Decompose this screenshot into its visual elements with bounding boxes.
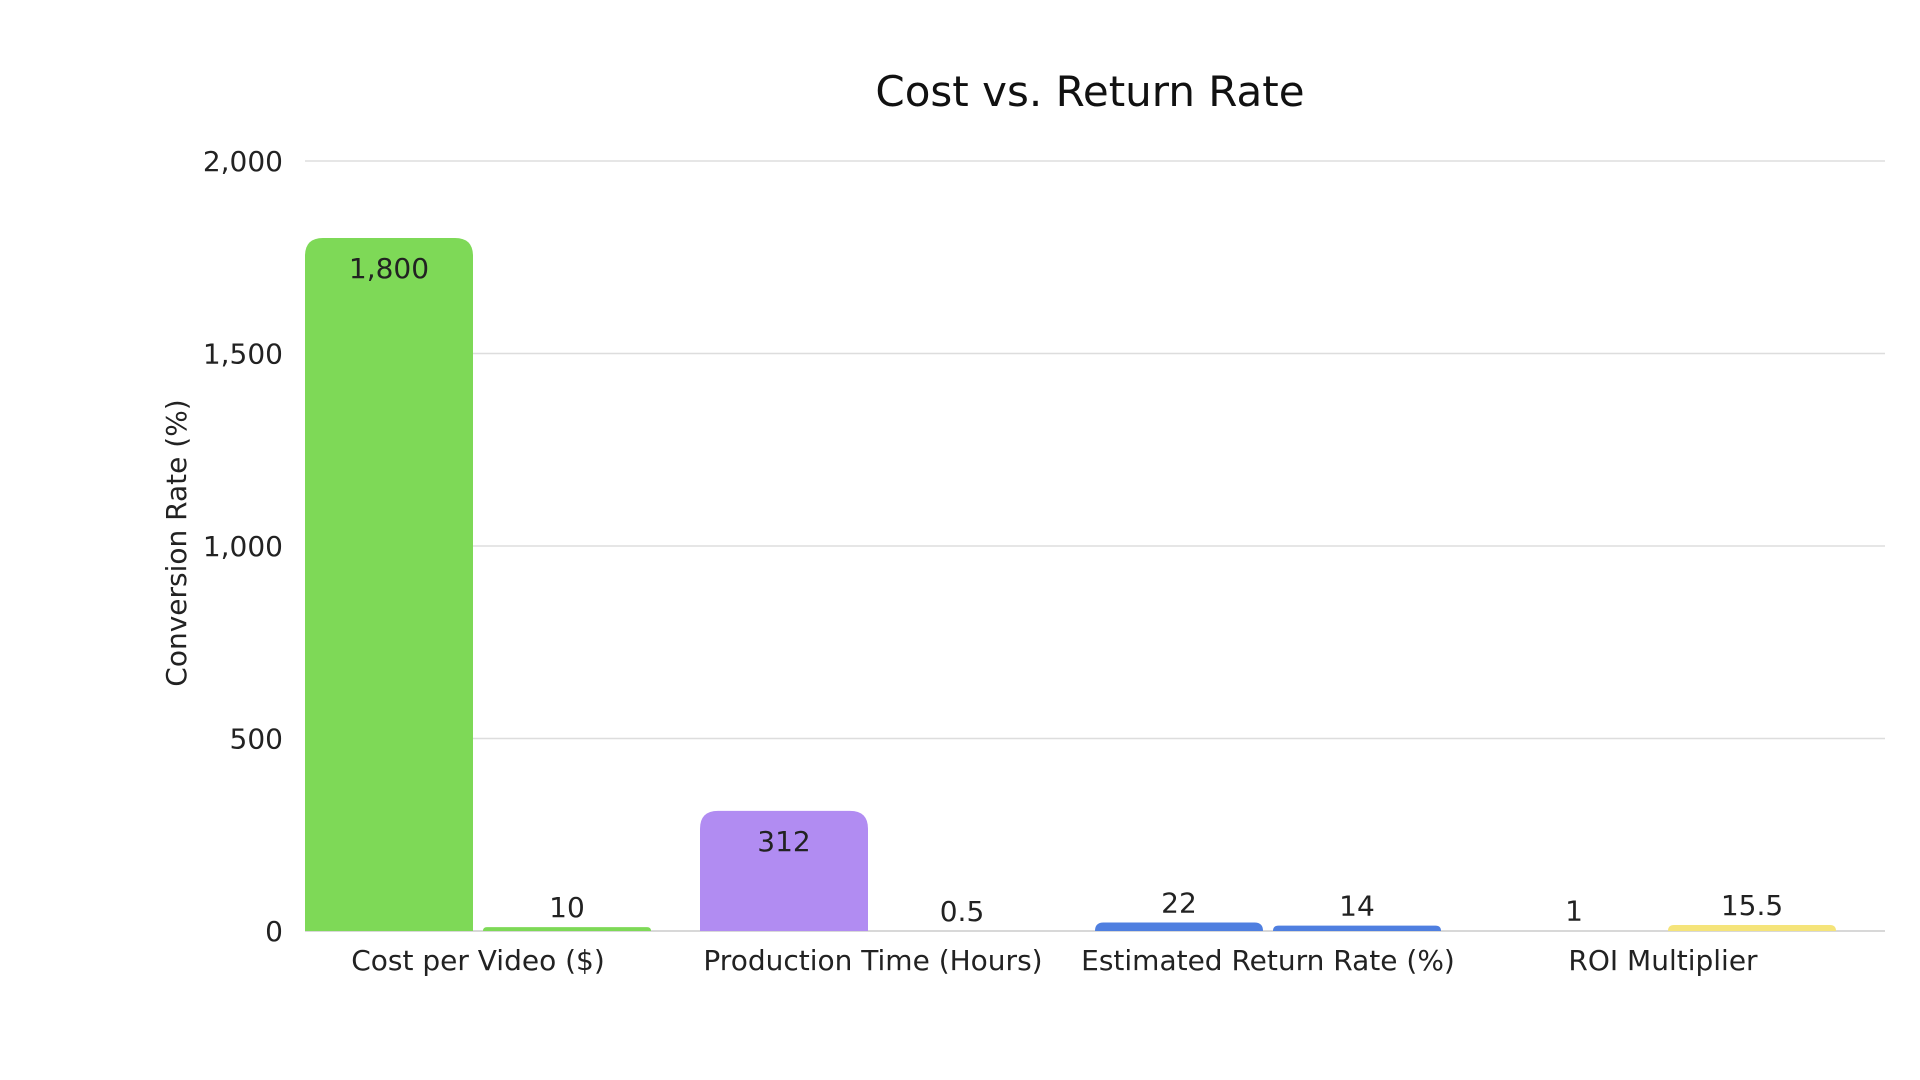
value-labels: 1,800 10 312 0.5 22 14 1 15.5 — [349, 252, 1783, 928]
value-label-2-1: 14 — [1339, 890, 1375, 923]
y-tick-label-1: 500 — [230, 723, 283, 756]
value-label-0-0: 1,800 — [349, 252, 429, 285]
bar-0-1 — [483, 927, 651, 931]
category-label-1: Production Time (Hours) — [703, 944, 1042, 977]
bar-1-0 — [700, 810, 868, 931]
value-label-3-0: 1 — [1565, 895, 1583, 928]
value-label-3-1: 15.5 — [1721, 889, 1783, 922]
y-tick-label-4: 2,000 — [203, 145, 283, 178]
bar-2-1 — [1273, 925, 1441, 931]
gridlines — [305, 160, 1885, 932]
category-labels: Cost per Video ($) Production Time (Hours… — [351, 944, 1758, 977]
y-tick-label-3: 1,500 — [203, 338, 283, 371]
value-label-0-1: 10 — [549, 891, 585, 924]
category-label-2: Estimated Return Rate (%) — [1081, 944, 1455, 977]
y-axis-ticks: 0 500 1,000 1,500 2,000 — [203, 145, 283, 948]
category-label-3: ROI Multiplier — [1568, 944, 1758, 977]
value-label-1-0: 312 — [757, 825, 810, 858]
y-axis-label: Conversion Rate (%) — [160, 399, 193, 686]
chart-title: Cost vs. Return Rate — [875, 67, 1304, 116]
bar-2-0 — [1095, 922, 1263, 931]
value-label-1-1: 0.5 — [940, 895, 985, 928]
y-tick-label-0: 0 — [265, 915, 283, 948]
y-tick-label-2: 1,000 — [203, 530, 283, 563]
category-label-0: Cost per Video ($) — [351, 944, 605, 977]
bar-0-0 — [305, 238, 473, 931]
value-label-2-0: 22 — [1161, 887, 1197, 920]
bars — [305, 238, 1836, 931]
bar-3-1 — [1668, 925, 1836, 931]
